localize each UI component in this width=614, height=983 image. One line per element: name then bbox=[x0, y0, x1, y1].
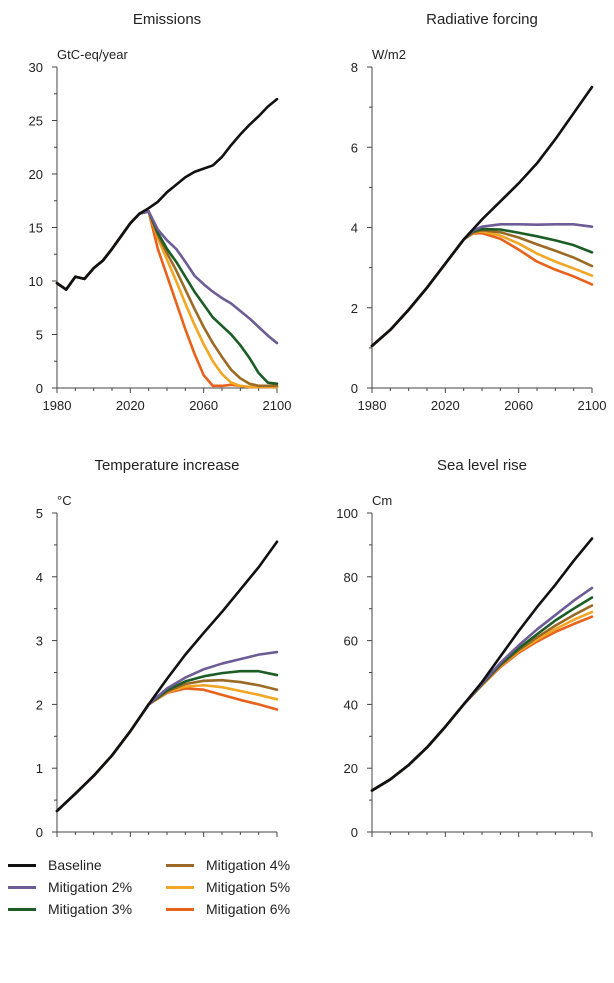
legend-label-mitigation-3: Mitigation 3% bbox=[48, 901, 133, 917]
legend-label-mitigation-4: Mitigation 4% bbox=[206, 857, 291, 873]
panel-title-temperature-increase: Temperature increase bbox=[94, 457, 239, 474]
legend-swatch-mitigation-6 bbox=[166, 907, 194, 911]
series-line-mitigation-4-radiative-forcing bbox=[370, 229, 594, 348]
legend-swatch-mitigation-5 bbox=[166, 885, 194, 889]
legend-item-mitigation-6: Mitigation 6% bbox=[166, 899, 290, 919]
legend-swatch-baseline bbox=[8, 863, 36, 867]
y-tick-label: 4 bbox=[36, 570, 43, 585]
x-tick-label: 2060 bbox=[504, 398, 533, 413]
legend-label-mitigation-6: Mitigation 6% bbox=[206, 901, 291, 917]
x-tick-label: 2020 bbox=[431, 398, 460, 413]
series-line-mitigation-3-emissions bbox=[55, 210, 279, 386]
panel-temperature-increase: Temperature increase °C 0 1 2 3 4 5 1980 2020 2060… bbox=[36, 457, 292, 845]
legend-item-mitigation-2: Mitigation 2% bbox=[8, 877, 132, 897]
x-tick-label: 1980 bbox=[43, 398, 72, 413]
series-line-mitigation-3-radiative-forcing bbox=[370, 227, 594, 348]
series-line-mitigation-4-emissions bbox=[55, 210, 279, 388]
y-tick-label: 40 bbox=[344, 697, 358, 712]
y-tick-label: 5 bbox=[36, 506, 43, 521]
x-tick-label: 2060 bbox=[189, 842, 218, 845]
y-unit-label-emissions: GtC-eq/year bbox=[57, 47, 128, 62]
legend-swatch-mitigation-3 bbox=[8, 907, 36, 911]
legend-item-mitigation-4: Mitigation 4% bbox=[166, 855, 290, 875]
series-line-mitigation-6-emissions bbox=[55, 210, 279, 389]
y-tick-label: 2 bbox=[351, 301, 358, 316]
y-tick-label: 0 bbox=[36, 825, 43, 840]
legend-item-baseline: Baseline bbox=[8, 855, 102, 875]
series-line-baseline-sea-level-rise bbox=[370, 537, 594, 792]
y-unit-label-temperature-increase: °C bbox=[57, 493, 72, 508]
legend-label-baseline: Baseline bbox=[48, 857, 102, 873]
y-tick-label: 30 bbox=[29, 60, 43, 75]
series-line-mitigation-5-temperature-increase bbox=[55, 683, 279, 813]
legend-swatch-mitigation-2 bbox=[8, 885, 36, 889]
y-tick-label: 0 bbox=[36, 381, 43, 396]
series-line-mitigation-6-radiative-forcing bbox=[370, 231, 594, 348]
series-line-mitigation-2-temperature-increase bbox=[55, 650, 279, 813]
y-tick-label: 3 bbox=[36, 634, 43, 649]
y-tick-label: 80 bbox=[344, 570, 358, 585]
y-tick-label: 6 bbox=[351, 140, 358, 155]
legend-label-mitigation-2: Mitigation 2% bbox=[48, 879, 133, 895]
series-line-baseline-radiative-forcing bbox=[370, 85, 594, 348]
x-tick-label: 1980 bbox=[358, 842, 387, 845]
y-tick-label: 10 bbox=[29, 274, 43, 289]
x-tick-label: 2060 bbox=[189, 398, 218, 413]
y-tick-label: 4 bbox=[351, 221, 358, 236]
y-tick-label: 0 bbox=[351, 381, 358, 396]
panel-title-radiative-forcing: Radiative forcing bbox=[426, 11, 538, 28]
x-tick-label: 2020 bbox=[116, 842, 145, 845]
y-tick-label: 8 bbox=[351, 60, 358, 75]
x-tick-label: 1980 bbox=[43, 842, 72, 845]
legend-item-mitigation-5: Mitigation 5% bbox=[166, 877, 290, 897]
legend-label-mitigation-5: Mitigation 5% bbox=[206, 879, 291, 895]
series-line-mitigation-5-emissions bbox=[55, 210, 279, 389]
legend-item-mitigation-3: Mitigation 3% bbox=[8, 899, 132, 919]
x-tick-label: 2100 bbox=[578, 398, 607, 413]
x-tick-label: 2100 bbox=[263, 842, 292, 845]
y-tick-label: 0 bbox=[351, 825, 358, 840]
series-line-mitigation-6-sea-level-rise bbox=[370, 615, 594, 792]
series-line-mitigation-6-temperature-increase bbox=[55, 687, 279, 813]
y-tick-label: 2 bbox=[36, 697, 43, 712]
x-tick-label: 2020 bbox=[116, 398, 145, 413]
x-tick-label: 2100 bbox=[263, 398, 292, 413]
y-tick-label: 1 bbox=[36, 761, 43, 776]
y-unit-label-sea-level-rise: Cm bbox=[372, 493, 392, 508]
series-line-baseline-emissions bbox=[55, 97, 279, 291]
y-tick-label: 25 bbox=[29, 114, 43, 129]
y-tick-label: 100 bbox=[336, 506, 358, 521]
panel-radiative-forcing: Radiative forcing W/m2 0 2 4 6 8 1980 2020 2060 21… bbox=[351, 11, 607, 413]
y-tick-label: 60 bbox=[344, 634, 358, 649]
series-line-mitigation-5-radiative-forcing bbox=[370, 230, 594, 348]
x-tick-label: 2020 bbox=[431, 842, 460, 845]
panel-title-emissions: Emissions bbox=[133, 11, 201, 28]
y-tick-label: 15 bbox=[29, 221, 43, 236]
y-unit-label-radiative-forcing: W/m2 bbox=[372, 47, 406, 62]
y-tick-label: 5 bbox=[36, 328, 43, 343]
series-line-mitigation-5-sea-level-rise bbox=[370, 610, 594, 792]
legend-swatch-mitigation-4 bbox=[166, 863, 194, 867]
x-tick-label: 2060 bbox=[504, 842, 533, 845]
x-tick-label: 1980 bbox=[358, 398, 387, 413]
series-line-baseline-temperature-increase bbox=[55, 540, 279, 813]
panel-title-sea-level-rise: Sea level rise bbox=[437, 457, 527, 474]
series-line-mitigation-4-sea-level-rise bbox=[370, 604, 594, 792]
y-tick-label: 20 bbox=[344, 761, 358, 776]
y-tick-label: 20 bbox=[29, 167, 43, 182]
panel-emissions: Emissions GtC-eq/year 0 5 10 15 20 25 30 1980 2020… bbox=[29, 11, 292, 413]
panel-sea-level-rise: Sea level rise Cm 0 20 40 60 80 100 1980 2020 2060… bbox=[336, 457, 606, 845]
x-tick-label: 2100 bbox=[578, 842, 607, 845]
